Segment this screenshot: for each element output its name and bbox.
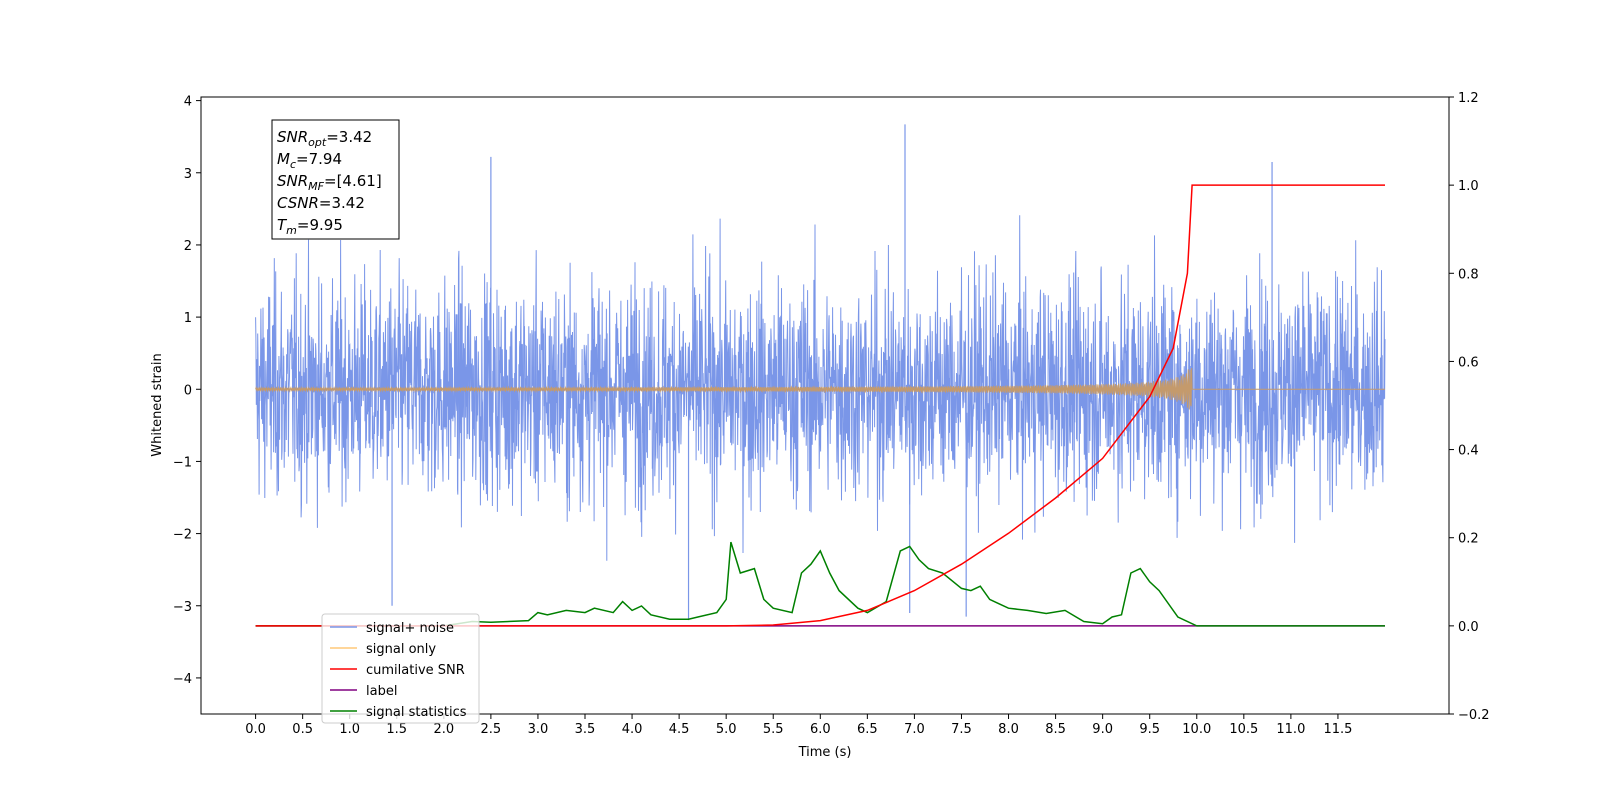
y-right-tick-label: 0.2 [1458, 532, 1479, 547]
x-tick-label: 11.5 [1323, 722, 1352, 737]
y-axis-left-label: Whitened strain [150, 353, 165, 456]
x-tick-label: 11.0 [1276, 722, 1305, 737]
annotation-line: Tm=9.95 [277, 216, 343, 237]
y-left-tick-label: −1 [173, 455, 192, 470]
x-tick-label: 10.0 [1182, 722, 1211, 737]
y-right-tick-label: 0.6 [1458, 355, 1479, 370]
plot-area [255, 124, 1386, 627]
x-tick-label: 8.0 [998, 722, 1019, 737]
x-tick-label: 0.5 [292, 722, 313, 737]
x-tick-label: 2.0 [433, 722, 454, 737]
x-tick-label: 6.5 [857, 722, 878, 737]
legend-entry: signal statistics [366, 705, 467, 720]
legend-entry: cumilative SNR [366, 663, 465, 678]
y-right-tick-label: 1.2 [1458, 91, 1479, 106]
x-tick-label: 7.5 [951, 722, 972, 737]
x-tick-label: 1.0 [339, 722, 360, 737]
x-tick-label: 8.5 [1045, 722, 1066, 737]
axes-frame [200, 96, 1450, 715]
y-right-tick-label: 0.4 [1458, 444, 1479, 459]
signal-only-line [255, 368, 1385, 410]
x-tick-label: 4.5 [669, 722, 690, 737]
y-left-tick-label: 2 [184, 239, 192, 254]
x-tick-label: 3.5 [575, 722, 596, 737]
signal-statistics-line [255, 541, 1385, 627]
x-tick-label: 3.0 [528, 722, 549, 737]
annotation-line: Mc=7.94 [277, 150, 342, 171]
legend: signal+ noise signal only cumilative SNR la… [321, 613, 480, 724]
annotation-line: SNRopt=3.42 [277, 128, 372, 149]
x-axis-label: Time (s) [798, 745, 852, 760]
x-tick-label: 0.0 [245, 722, 266, 737]
x-tick-label: 9.5 [1139, 722, 1160, 737]
y-right-tick-label: 1.0 [1458, 179, 1479, 194]
y-left-tick-label: −2 [173, 528, 192, 543]
y-left-tick-label: −4 [173, 672, 192, 687]
x-tick-label: 10.5 [1229, 722, 1258, 737]
x-axis: 0.0 0.5 1.0 1.5 2.0 2.5 3.0 3.5 4.0 4.5 5.0 5.5 6.0 6… [245, 714, 1352, 737]
legend-entry: signal+ noise [366, 621, 454, 636]
legend-entry: label [366, 684, 397, 699]
y-axis-right: 1.2 1.0 0.8 0.6 0.4 0.2 0.0 −0.2 [1449, 91, 1490, 723]
x-tick-label: 6.0 [810, 722, 831, 737]
x-tick-label: 5.5 [763, 722, 784, 737]
annotation-line: CSNR=3.42 [277, 194, 365, 212]
legend-frame [321, 613, 480, 724]
y-right-tick-label: 0.8 [1458, 267, 1479, 282]
x-tick-label: 7.0 [904, 722, 925, 737]
x-tick-label: 5.0 [716, 722, 737, 737]
y-right-tick-label: −0.2 [1458, 708, 1490, 723]
x-tick-label: 9.0 [1092, 722, 1113, 737]
y-right-tick-label: 0.0 [1458, 620, 1479, 635]
x-tick-label: 4.0 [622, 722, 643, 737]
y-left-tick-label: −3 [173, 600, 192, 615]
x-tick-label: 2.5 [481, 722, 502, 737]
y-left-tick-label: 1 [184, 311, 192, 326]
annotation-line: SNRMF=[4.61] [277, 172, 382, 193]
cumulative-snr-line [255, 184, 1385, 627]
y-left-tick-label: 3 [184, 167, 192, 182]
y-left-tick-label: 4 [184, 95, 192, 110]
legend-entry: signal only [366, 642, 436, 657]
y-left-tick-label: 0 [184, 383, 192, 398]
y-axis-left: 4 3 2 1 0 −1 −2 −3 −4 [173, 95, 201, 687]
x-tick-label: 1.5 [386, 722, 407, 737]
annotation-frame [271, 119, 400, 240]
